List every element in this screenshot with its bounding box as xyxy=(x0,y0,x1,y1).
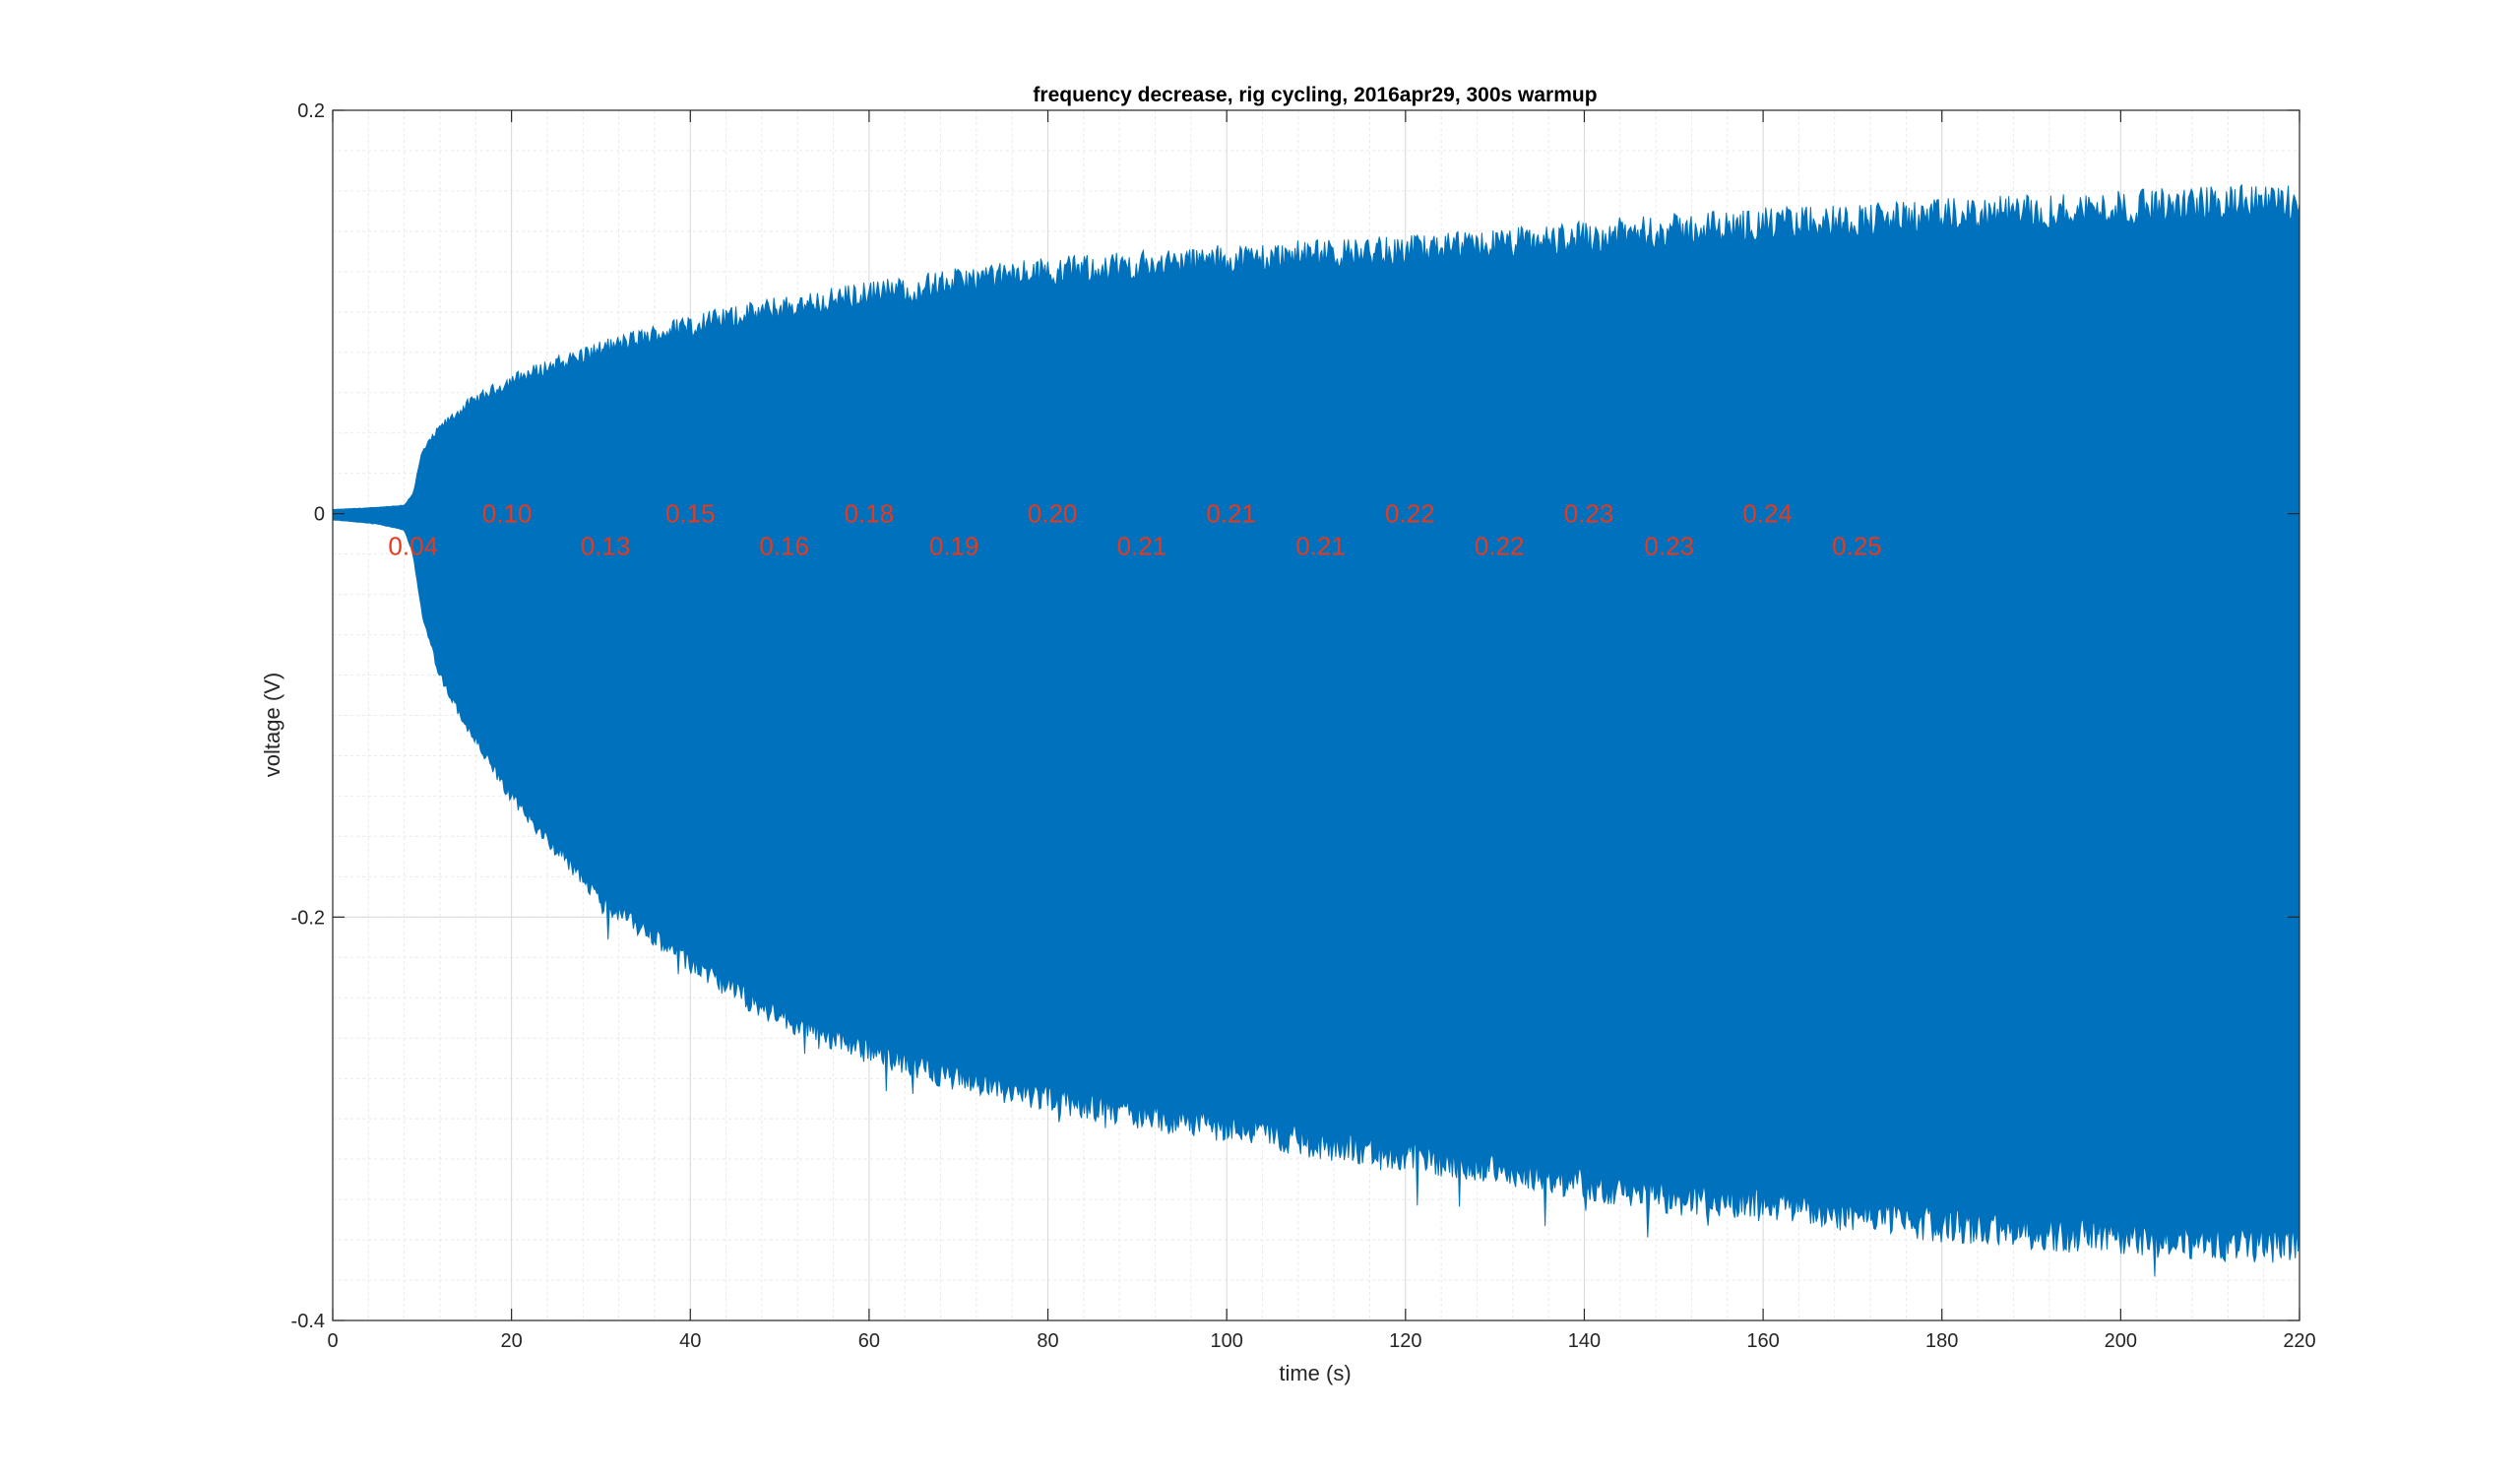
x-tick-label: 40 xyxy=(679,1330,701,1352)
frequency-annotation: 0.18 xyxy=(845,499,895,529)
x-tick-label: 120 xyxy=(1389,1330,1421,1352)
frequency-annotation: 0.24 xyxy=(1742,499,1793,529)
x-tick-label: 200 xyxy=(2105,1330,2137,1352)
x-axis-label: time (s) xyxy=(1279,1361,1351,1385)
annotations: 0.04 0.10 0.13 0.15 0.16 0.18 0.19 0.20 0.21 0.21… xyxy=(388,499,1881,561)
x-tick-label: 0 xyxy=(327,1330,338,1352)
chart-title: frequency decrease, rig cycling, 2016apr… xyxy=(1033,84,1597,106)
frequency-annotation: 0.16 xyxy=(759,531,809,560)
y-tick-label: -0.4 xyxy=(291,1311,325,1332)
frequency-annotation: 0.22 xyxy=(1385,499,1435,529)
y-tick-label: -0.2 xyxy=(291,907,325,929)
frequency-annotation: 0.21 xyxy=(1117,531,1167,560)
y-tick-label: 0 xyxy=(314,504,325,526)
axes-box xyxy=(332,109,2300,1321)
frequency-annotation: 0.23 xyxy=(1564,499,1614,529)
frequency-annotation: 0.13 xyxy=(581,531,631,560)
x-tick-label: 20 xyxy=(501,1330,523,1352)
frequency-annotation: 0.04 xyxy=(388,531,438,560)
frequency-annotation: 0.23 xyxy=(1644,531,1694,560)
x-tick-label: 220 xyxy=(2283,1330,2315,1352)
axes: 0 20 40 60 80 100 120 140 160 180 200 2200.20-0.2-0… xyxy=(291,100,2316,1352)
frequency-annotation: 0.22 xyxy=(1475,531,1525,560)
frequency-annotation: 0.21 xyxy=(1206,499,1256,529)
frequency-annotation: 0.15 xyxy=(665,499,716,529)
frequency-annotation: 0.20 xyxy=(1028,499,1078,529)
x-tick-label: 60 xyxy=(858,1330,880,1352)
frequency-annotation: 0.10 xyxy=(482,499,533,529)
x-tick-label: 80 xyxy=(1037,1330,1058,1352)
y-tick-label: 0.2 xyxy=(297,100,325,122)
frequency-annotation: 0.19 xyxy=(929,531,979,560)
x-tick-label: 160 xyxy=(1746,1330,1779,1352)
x-tick-label: 180 xyxy=(1925,1330,1958,1352)
x-tick-label: 100 xyxy=(1210,1330,1242,1352)
frequency-annotation: 0.21 xyxy=(1295,531,1346,560)
x-tick-label: 140 xyxy=(1568,1330,1601,1352)
frequency-annotation: 0.25 xyxy=(1832,531,1882,560)
y-axis-label: voltage (V) xyxy=(260,673,284,777)
